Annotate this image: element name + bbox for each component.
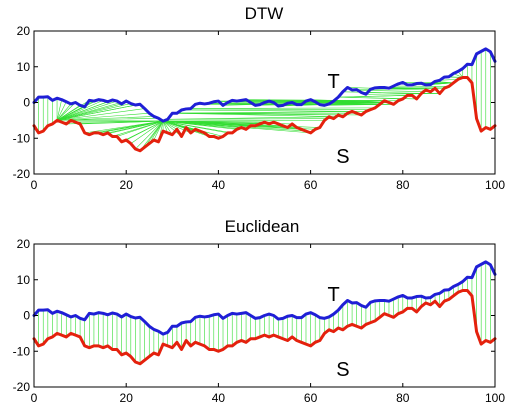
- dtw-alignment-line: [56, 101, 67, 121]
- dtw-panel: DTW 0 20 40 60 80 100 -20 -10 0 10 20 T S: [13, 4, 506, 192]
- dtw-alignment-line: [190, 107, 376, 109]
- dtw-label-t: T: [328, 71, 340, 93]
- dtw-alignment-line: [135, 120, 164, 150]
- dtw-alignment-line: [163, 120, 311, 134]
- dtw-alignment-line: [80, 120, 164, 125]
- dtw-alignment-line: [107, 120, 164, 134]
- dtw-alignment-line: [116, 120, 164, 137]
- dtw-ticks: 0 20 40 60 80 100 -20 -10 0 10 20: [13, 24, 506, 192]
- dtw-alignment-line: [56, 100, 118, 121]
- dtw-alignment-line: [181, 109, 366, 112]
- euclidean-series-t-line: [32, 260, 497, 336]
- euclidean-xtick-label: 0: [31, 391, 38, 405]
- dtw-ytick-label: 20: [17, 24, 31, 38]
- dtw-alignment-line: [130, 120, 164, 144]
- dtw-alignment-line: [57, 108, 145, 121]
- euclidean-series-s-line: [32, 288, 497, 366]
- dtw-alignment-line: [162, 120, 191, 134]
- dtw-xtick-label: 40: [212, 178, 226, 192]
- euclidean-xtick-label: 60: [304, 391, 318, 405]
- dtw-title: DTW: [245, 4, 284, 23]
- dtw-alignment-line: [163, 120, 233, 134]
- dtw-alignment-line: [162, 120, 168, 133]
- dtw-alignment-line: [163, 120, 224, 137]
- dtw-alignment-line: [167, 118, 334, 120]
- dtw-ytick-label: 10: [17, 60, 31, 74]
- dtw-alignment-line: [148, 120, 164, 144]
- euclidean-ytick-label: 20: [17, 237, 31, 251]
- dtw-alignment-line: [98, 120, 164, 134]
- dtw-alignment-line: [56, 99, 99, 121]
- euclidean-ytick-label: 0: [23, 309, 30, 323]
- dtw-ytick-label: 0: [23, 96, 30, 110]
- dtw-alignment-line: [56, 99, 62, 121]
- dtw-alignment-line: [167, 116, 330, 120]
- dtw-alignment-line: [163, 120, 325, 122]
- euclidean-label-s: S: [336, 359, 349, 381]
- dtw-series: [32, 47, 497, 153]
- dtw-alignment-line: [56, 100, 90, 121]
- dtw-label-s: S: [336, 146, 349, 168]
- dtw-alignment-line: [439, 78, 459, 81]
- dtw-alignment-line: [56, 103, 131, 121]
- dtw-alignment-line: [301, 102, 389, 105]
- dtw-alignment-line: [162, 120, 178, 130]
- dtw-alignment-line: [56, 100, 127, 121]
- dtw-xtick-label: 80: [396, 178, 410, 192]
- dtw-alignment-line: [153, 120, 164, 141]
- dtw-ytick-label: -10: [13, 131, 31, 145]
- euclidean-ytick-label: 10: [17, 273, 31, 287]
- euclidean-xtick-label: 40: [212, 391, 226, 405]
- euclidean-xtick-label: 100: [485, 391, 505, 405]
- dtw-alignment-line: [56, 103, 141, 121]
- dtw-alignment-line: [75, 120, 164, 123]
- dtw-alignment-line: [315, 101, 389, 103]
- euclidean-alignment-lines: [33, 261, 496, 364]
- dtw-alignment-line: [56, 99, 113, 121]
- dtw-xtick-label: 60: [304, 178, 318, 192]
- dtw-series-t-line: [32, 47, 497, 123]
- dtw-alignment-line: [172, 112, 343, 118]
- euclidean-series: [32, 260, 497, 366]
- euclidean-ticks: 0 20 40 60 80 100 -20 -10 0 10 20: [13, 237, 506, 405]
- dtw-alignment-line: [176, 112, 362, 116]
- dtw-ytick-label: -20: [13, 167, 31, 181]
- dtw-alignment-line: [70, 120, 164, 122]
- dtw-alignment-line: [163, 120, 316, 130]
- euclidean-ytick-label: -20: [13, 380, 31, 394]
- euclidean-label-t: T: [328, 284, 340, 306]
- dtw-alignment-line: [162, 120, 173, 135]
- dtw-alignment-line: [56, 102, 76, 121]
- dtw-alignment-line: [57, 112, 150, 121]
- dtw-alignment-line: [352, 89, 431, 93]
- euclidean-ytick-label: -10: [13, 344, 31, 358]
- euclidean-xtick-label: 20: [120, 391, 134, 405]
- dtw-alignment-line: [365, 93, 440, 95]
- dtw-alignment-line: [186, 108, 371, 110]
- dtw-alignment-line: [56, 100, 104, 121]
- dtw-xtick-label: 0: [31, 178, 38, 192]
- euclidean-xtick-label: 80: [396, 391, 410, 405]
- dtw-alignment-line: [126, 120, 164, 141]
- dtw-alignment-line: [56, 103, 72, 121]
- dtw-alignment-line: [361, 92, 440, 94]
- dtw-xtick-label: 100: [485, 178, 505, 192]
- dtw-alignment-line: [430, 82, 454, 85]
- dtw-alignment-line: [338, 95, 413, 98]
- dtw-xtick-label: 20: [120, 178, 134, 192]
- dtw-alignment-line: [144, 120, 164, 148]
- euclidean-title: Euclidean: [225, 217, 300, 236]
- dtw-series-s-line: [32, 75, 497, 153]
- euclidean-panel: Euclidean 0 20 40 60 80 100 -20 -10 0 10 20 T S: [13, 217, 506, 405]
